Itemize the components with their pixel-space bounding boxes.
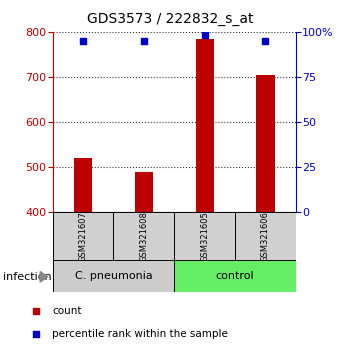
Bar — [114, 212, 174, 260]
Text: GSM321608: GSM321608 — [139, 211, 148, 262]
Text: GSM321607: GSM321607 — [79, 211, 88, 262]
Text: C. pneumonia: C. pneumonia — [74, 271, 152, 281]
Bar — [235, 212, 296, 260]
Point — [80, 38, 86, 44]
Bar — [74, 158, 92, 212]
Text: GSM321605: GSM321605 — [200, 211, 209, 262]
Bar — [53, 212, 114, 260]
Bar — [174, 212, 235, 260]
Bar — [53, 260, 174, 292]
Text: GDS3573 / 222832_s_at: GDS3573 / 222832_s_at — [87, 12, 253, 27]
Text: GSM321606: GSM321606 — [261, 211, 270, 262]
Point — [263, 38, 268, 44]
Text: control: control — [216, 271, 254, 281]
Point — [141, 38, 147, 44]
Point — [202, 33, 207, 38]
Text: infection: infection — [3, 272, 52, 282]
Bar — [135, 172, 153, 212]
Bar — [174, 260, 296, 292]
Point — [33, 308, 39, 314]
Bar — [256, 75, 274, 212]
Text: count: count — [52, 306, 82, 316]
Text: percentile rank within the sample: percentile rank within the sample — [52, 329, 228, 339]
Bar — [195, 39, 214, 212]
Point — [33, 331, 39, 337]
